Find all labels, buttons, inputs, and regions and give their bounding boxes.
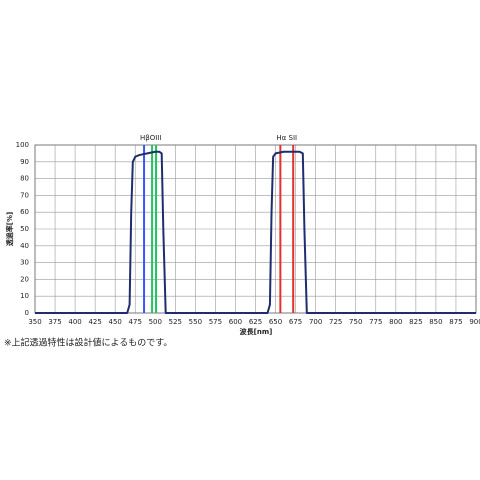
- y-tick-label: 70: [20, 191, 29, 199]
- y-tick-label: 100: [16, 141, 29, 149]
- x-tick-label: 775: [369, 318, 382, 326]
- x-tick-label: 700: [309, 318, 322, 326]
- x-tick-label: 525: [169, 318, 182, 326]
- x-tick-label: 800: [389, 318, 402, 326]
- x-tick-label: 875: [449, 318, 462, 326]
- x-tick-label: 625: [249, 318, 262, 326]
- x-tick-label: 675: [289, 318, 302, 326]
- y-tick-label: 80: [20, 175, 29, 183]
- y-tick-label: 60: [20, 208, 29, 216]
- x-tick-label: 825: [409, 318, 422, 326]
- x-tick-label: 550: [189, 318, 202, 326]
- x-tick-label: 425: [88, 318, 101, 326]
- transmission-curve: [35, 150, 476, 314]
- x-tick-label: 850: [429, 318, 442, 326]
- line-group-label: HβOIII: [140, 134, 161, 142]
- x-tick-label: 725: [329, 318, 342, 326]
- y-tick-label: 10: [20, 292, 29, 300]
- x-tick-label: 900: [469, 318, 480, 326]
- x-tick-label: 500: [149, 318, 162, 326]
- x-tick-label: 600: [229, 318, 242, 326]
- x-axis-label: 波長[nm]: [240, 327, 273, 336]
- y-tick-label: 90: [20, 158, 29, 166]
- x-tick-label: 350: [28, 318, 41, 326]
- x-tick-label: 750: [349, 318, 362, 326]
- y-tick-label: 30: [20, 259, 29, 267]
- footnote: ※上記透過特性は設計値によるものです。: [4, 337, 172, 349]
- x-tick-label: 400: [68, 318, 81, 326]
- y-tick-label: 20: [20, 275, 29, 283]
- x-tick-label: 375: [48, 318, 61, 326]
- x-tick-label: 450: [108, 318, 121, 326]
- x-tick-label: 475: [129, 318, 142, 326]
- y-tick-label: 0: [25, 309, 29, 317]
- x-tick-label: 650: [269, 318, 282, 326]
- y-axis-label: 透過率[%]: [5, 212, 14, 246]
- y-tick-label: 50: [20, 225, 29, 233]
- line-group-label: Hα SII: [276, 134, 297, 142]
- y-tick-label: 40: [20, 242, 29, 250]
- x-tick-label: 575: [209, 318, 222, 326]
